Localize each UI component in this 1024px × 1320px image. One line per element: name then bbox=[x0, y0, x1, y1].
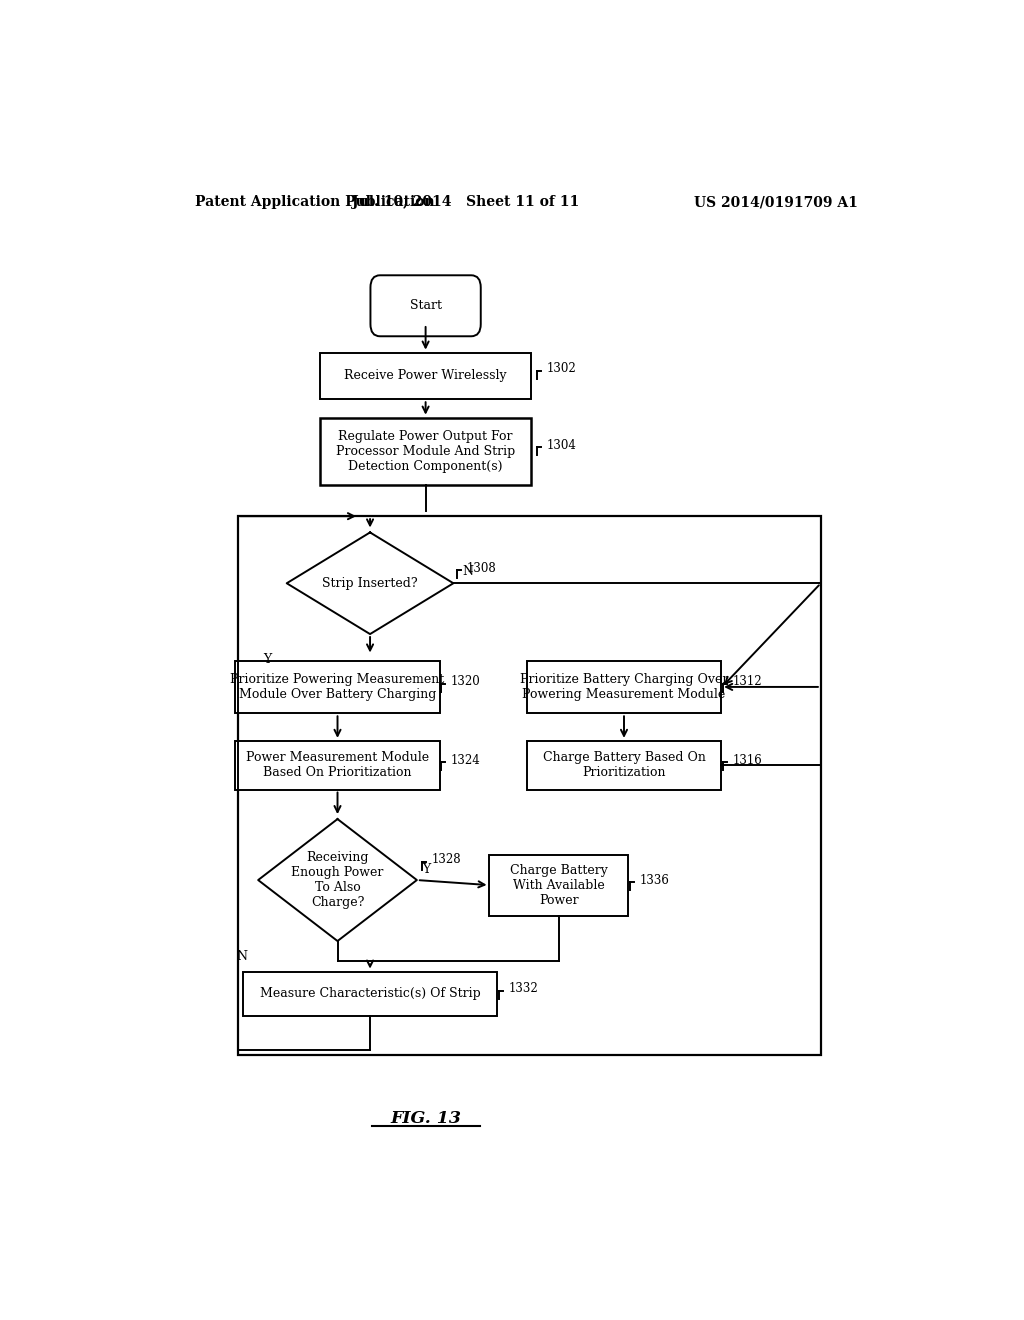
Text: US 2014/0191709 A1: US 2014/0191709 A1 bbox=[694, 195, 858, 209]
Text: Measure Characteristic(s) Of Strip: Measure Characteristic(s) Of Strip bbox=[260, 987, 480, 1001]
Bar bbox=[321, 417, 530, 484]
Bar bbox=[238, 516, 821, 1055]
Text: Charge Battery Based On
Prioritization: Charge Battery Based On Prioritization bbox=[543, 751, 706, 779]
Text: 1332: 1332 bbox=[508, 982, 538, 995]
Bar bbox=[321, 352, 530, 399]
Bar bbox=[236, 741, 440, 789]
Text: 1320: 1320 bbox=[451, 676, 480, 688]
Text: Y: Y bbox=[263, 653, 271, 667]
Text: 1328: 1328 bbox=[431, 853, 461, 866]
Text: Start: Start bbox=[410, 300, 441, 313]
Bar bbox=[489, 854, 629, 916]
Text: FIG. 13: FIG. 13 bbox=[390, 1110, 461, 1127]
Text: 1304: 1304 bbox=[546, 438, 577, 451]
Text: Regulate Power Output For
Processor Module And Strip
Detection Component(s): Regulate Power Output For Processor Modu… bbox=[336, 429, 515, 473]
Text: 1324: 1324 bbox=[451, 754, 480, 767]
Text: Y: Y bbox=[422, 863, 430, 876]
Text: Power Measurement Module
Based On Prioritization: Power Measurement Module Based On Priori… bbox=[246, 751, 429, 779]
Text: N: N bbox=[237, 950, 248, 962]
Text: Strip Inserted?: Strip Inserted? bbox=[323, 577, 418, 590]
Text: 1316: 1316 bbox=[733, 754, 763, 767]
Text: 1302: 1302 bbox=[546, 362, 575, 375]
Text: Receiving
Enough Power
To Also
Charge?: Receiving Enough Power To Also Charge? bbox=[291, 851, 384, 909]
Bar bbox=[526, 741, 721, 789]
Bar bbox=[236, 660, 440, 713]
Text: Prioritize Powering Measurement
Module Over Battery Charging: Prioritize Powering Measurement Module O… bbox=[230, 673, 444, 701]
Text: Charge Battery
With Available
Power: Charge Battery With Available Power bbox=[510, 863, 608, 907]
Text: 1336: 1336 bbox=[640, 874, 670, 887]
Text: 1308: 1308 bbox=[467, 561, 497, 574]
Text: Jul. 10, 2014   Sheet 11 of 11: Jul. 10, 2014 Sheet 11 of 11 bbox=[351, 195, 579, 209]
Text: Prioritize Battery Charging Over
Powering Measurement Module: Prioritize Battery Charging Over Powerin… bbox=[520, 673, 728, 701]
Bar bbox=[243, 972, 497, 1016]
Text: Receive Power Wirelessly: Receive Power Wirelessly bbox=[344, 370, 507, 383]
Text: 1312: 1312 bbox=[733, 676, 762, 688]
Text: Patent Application Publication: Patent Application Publication bbox=[196, 195, 435, 209]
Polygon shape bbox=[258, 818, 417, 941]
Bar bbox=[526, 660, 721, 713]
Polygon shape bbox=[287, 532, 454, 634]
FancyBboxPatch shape bbox=[371, 276, 480, 337]
Text: N: N bbox=[462, 565, 473, 578]
